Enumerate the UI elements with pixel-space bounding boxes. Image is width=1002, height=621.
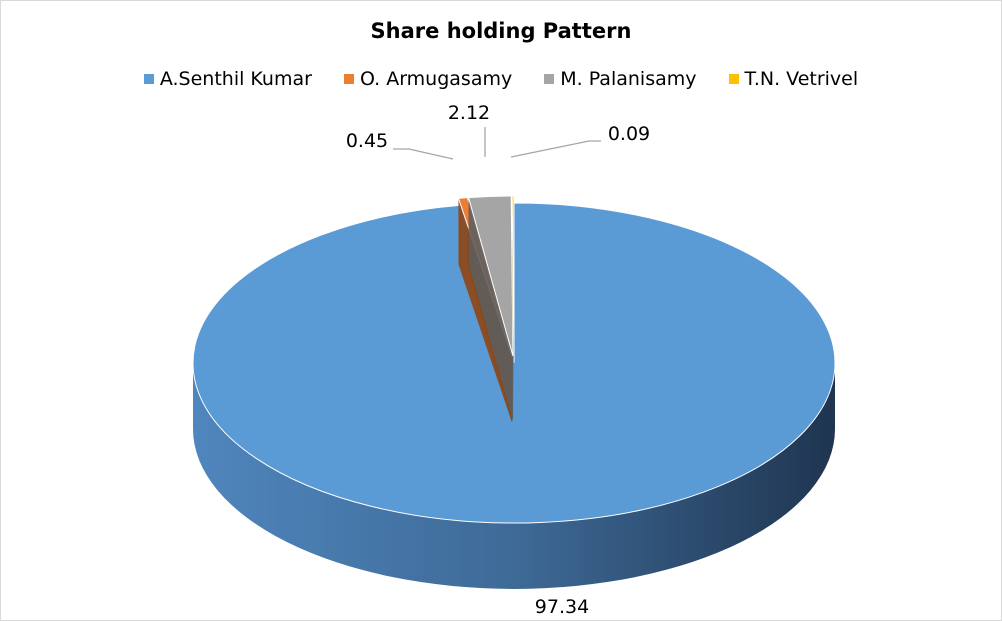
legend-item-palanisamy: M. Palanisamy [544, 68, 697, 90]
legend-label: O. Armugasamy [359, 68, 513, 90]
slice-top-palanisamy [467, 195, 514, 357]
legend-swatch [544, 74, 555, 84]
legend-swatch [143, 74, 154, 84]
pie-slice-vetrivel [511, 195, 515, 423]
slice-top-vetrivel [511, 195, 515, 357]
leader-line-vetrivel [510, 140, 601, 158]
pie-slice-senthil-kumar [192, 202, 836, 589]
data-label-palanisamy: 2.12 [448, 102, 490, 124]
slice-top-senthil-kumar [192, 202, 836, 524]
pie-slice-palanisamy [467, 195, 514, 423]
data-label-senthil-kumar: 97.34 [535, 596, 589, 618]
legend-label: A.Senthil Kumar [159, 68, 312, 90]
chart-title: Share holding Pattern [370, 19, 632, 43]
chart-legend: A.Senthil Kumar O. Armugasamy M. Palanis… [1, 68, 1001, 90]
slice-wall-palanisamy [468, 197, 513, 423]
data-label-armugasamy: 0.45 [346, 130, 388, 152]
legend-item-senthil-kumar: A.Senthil Kumar [143, 68, 312, 90]
legend-item-armugasamy: O. Armugasamy [343, 68, 513, 90]
legend-swatch [728, 74, 739, 84]
legend-swatch [343, 74, 354, 84]
legend-item-vetrivel: T.N. Vetrivel [728, 68, 859, 90]
leader-line-armugasamy [393, 148, 454, 160]
legend-label: M. Palanisamy [560, 68, 697, 90]
data-label-vetrivel: 0.09 [608, 123, 650, 145]
slice-side-senthil-kumar [193, 363, 835, 589]
legend-label: T.N. Vetrivel [744, 68, 859, 90]
